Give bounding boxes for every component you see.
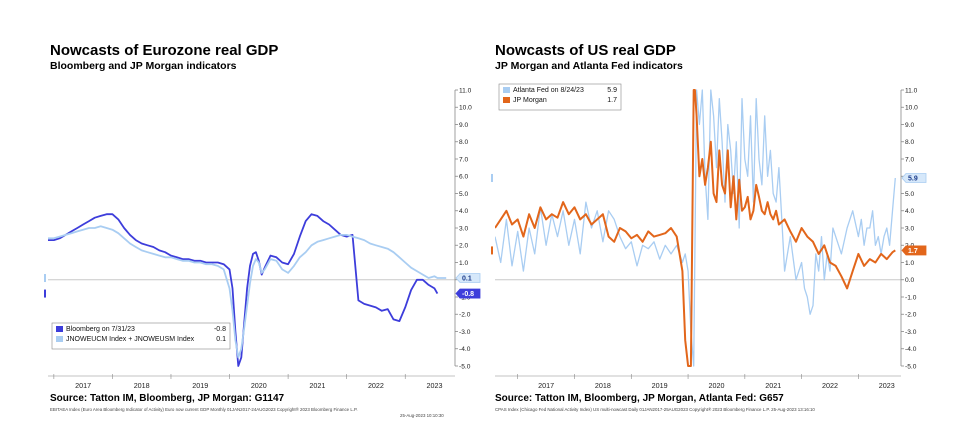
- us-legend-label-1: Atlanta Fed on 8/24/23: [513, 87, 584, 94]
- eu-last-value-tag-bg: [455, 273, 481, 283]
- eu-y-tick-label: 7.0: [459, 156, 468, 163]
- us-chart-title: Nowcasts of US real GDP: [495, 42, 676, 59]
- us-last-value-tag-2: 1.7: [901, 245, 927, 256]
- us-left-marker-1: [491, 173, 493, 182]
- eu-series-line-2: [48, 225, 447, 359]
- eu-y-tick-label: 5.0: [459, 191, 468, 198]
- eu-x-tick-label: 2018: [134, 381, 150, 390]
- eu-legend-label-1: Bloomberg on 7/31/23: [66, 326, 135, 333]
- eu-x-tick-label: 2023: [427, 381, 443, 390]
- us-chart-panel: Nowcasts of US real GDP JP Morgan and At…: [481, 0, 962, 444]
- us-last-value-tag-text: 5.9: [908, 175, 918, 182]
- us-y-tick-label: 0.0: [905, 277, 914, 284]
- eu-y-tick-label: 11.0: [459, 87, 472, 94]
- eu-y-tick-label: -2.0: [459, 312, 471, 319]
- us-chart-subtitle: JP Morgan and Atlanta Fed indicators: [495, 60, 683, 72]
- us-y-tick-label: 7.0: [905, 156, 914, 163]
- us-y-tick-label: -4.0: [905, 346, 917, 353]
- us-y-tick-label: 4.0: [905, 208, 914, 215]
- us-y-tick-label: 9.0: [905, 122, 914, 129]
- us-x-tick-label: 2022: [822, 381, 838, 390]
- us-x-tick-label: 2018: [595, 381, 611, 390]
- eu-legend-label-2: JNOWEUCM Index + JNOWEUSM Index: [66, 336, 195, 343]
- eu-y-tick-label: -5.0: [459, 363, 471, 370]
- us-chart-footnote: CPAS Index (Chicago Fed National Activit…: [495, 407, 815, 412]
- us-x-tick-label: 2023: [879, 381, 895, 390]
- eu-series-line-1: [48, 213, 439, 367]
- us-x-tick-label: 2019: [652, 381, 668, 390]
- eu-chart-subtitle: Bloomberg and JP Morgan indicators: [50, 60, 237, 72]
- eu-chart-plot: 11.010.09.08.07.06.05.04.03.02.01.00.0-1…: [44, 87, 481, 390]
- us-left-marker-2: [491, 246, 493, 255]
- us-y-tick-label: 3.0: [905, 225, 914, 232]
- eu-y-tick-label: 8.0: [459, 139, 468, 146]
- eu-chart-title: Nowcasts of Eurozone real GDP: [50, 42, 279, 59]
- eurozone-chart-panel: Nowcasts of Eurozone real GDP Bloomberg …: [0, 0, 481, 444]
- us-last-value-tag-bg: [901, 245, 927, 256]
- eu-y-tick-label: 6.0: [459, 174, 468, 181]
- us-x-tick-label: 2017: [538, 381, 554, 390]
- us-last-value-tag-1: 5.9: [901, 173, 927, 183]
- us-last-value-tag-bg: [901, 173, 927, 183]
- eu-y-tick-label: 3.0: [459, 225, 468, 232]
- eu-y-tick-label: 9.0: [459, 122, 468, 129]
- eu-chart-footnote: EBITAEA Index (Euro Area Bloomberg Indic…: [50, 407, 358, 412]
- eu-legend-swatch-1: [56, 326, 63, 332]
- us-y-tick-label: 8.0: [905, 139, 914, 146]
- us-y-tick-label: -3.0: [905, 329, 917, 336]
- eu-x-tick-label: 2021: [309, 381, 325, 390]
- eu-chart-source: Source: Tatton IM, Bloomberg, JP Morgan:…: [50, 393, 285, 404]
- eu-left-marker-2: [44, 274, 46, 283]
- us-legend-box: [498, 83, 622, 111]
- us-x-tick-label: 2020: [708, 381, 724, 390]
- eu-y-tick-label: 2.0: [459, 243, 468, 250]
- eu-y-tick-label: 1.0: [459, 260, 468, 267]
- us-legend-swatch-1: [503, 87, 510, 93]
- eu-legend-value-2: 0.1: [216, 336, 226, 343]
- eu-y-tick-label: -4.0: [459, 346, 471, 353]
- eu-y-tick-label: 10.0: [459, 105, 472, 112]
- eu-last-value-tag-1: -0.8: [455, 288, 481, 299]
- eu-x-tick-label: 2017: [75, 381, 91, 390]
- us-x-tick-label: 2021: [765, 381, 781, 390]
- us-y-tick-label: 11.0: [905, 87, 918, 94]
- us-chart-plot: 11.010.09.08.07.06.05.04.03.02.01.00.0-1…: [491, 83, 927, 390]
- eu-last-value-tag-text: 0.1: [462, 276, 472, 283]
- us-series-line-1: [495, 89, 896, 367]
- us-legend-value-1: 5.9: [607, 87, 617, 94]
- eu-x-tick-label: 2020: [251, 381, 267, 390]
- eu-legend-value-1: -0.8: [214, 326, 226, 333]
- eu-left-marker-1: [44, 289, 46, 298]
- us-y-tick-label: -1.0: [905, 294, 917, 301]
- us-series-line-2: [495, 89, 896, 367]
- us-legend-swatch-2: [503, 97, 510, 103]
- eu-chart-footnote-date: 25-Aug-2023 10:10:30: [400, 413, 444, 418]
- us-y-tick-label: 1.0: [905, 260, 914, 267]
- us-chart-source: Source: Tatton IM, Bloomberg, JP Morgan,…: [495, 393, 784, 404]
- eu-last-value-tag-text: -0.8: [462, 291, 474, 298]
- eu-last-value-tag-2: 0.1: [455, 273, 481, 283]
- eu-y-tick-label: 4.0: [459, 208, 468, 215]
- eu-y-tick-label: -3.0: [459, 329, 471, 336]
- us-y-tick-label: 5.0: [905, 191, 914, 198]
- eu-last-value-tag-bg: [455, 288, 481, 299]
- eu-legend-box: [51, 322, 231, 350]
- us-legend-value-2: 1.7: [607, 97, 617, 104]
- us-legend-label-2: JP Morgan: [513, 97, 547, 104]
- us-y-tick-label: -2.0: [905, 312, 917, 319]
- eu-legend-swatch-2: [56, 336, 63, 342]
- eu-x-tick-label: 2022: [368, 381, 384, 390]
- us-y-tick-label: -5.0: [905, 363, 917, 370]
- us-last-value-tag-text: 1.7: [908, 248, 918, 255]
- us-y-tick-label: 10.0: [905, 105, 918, 112]
- eu-x-tick-label: 2019: [192, 381, 208, 390]
